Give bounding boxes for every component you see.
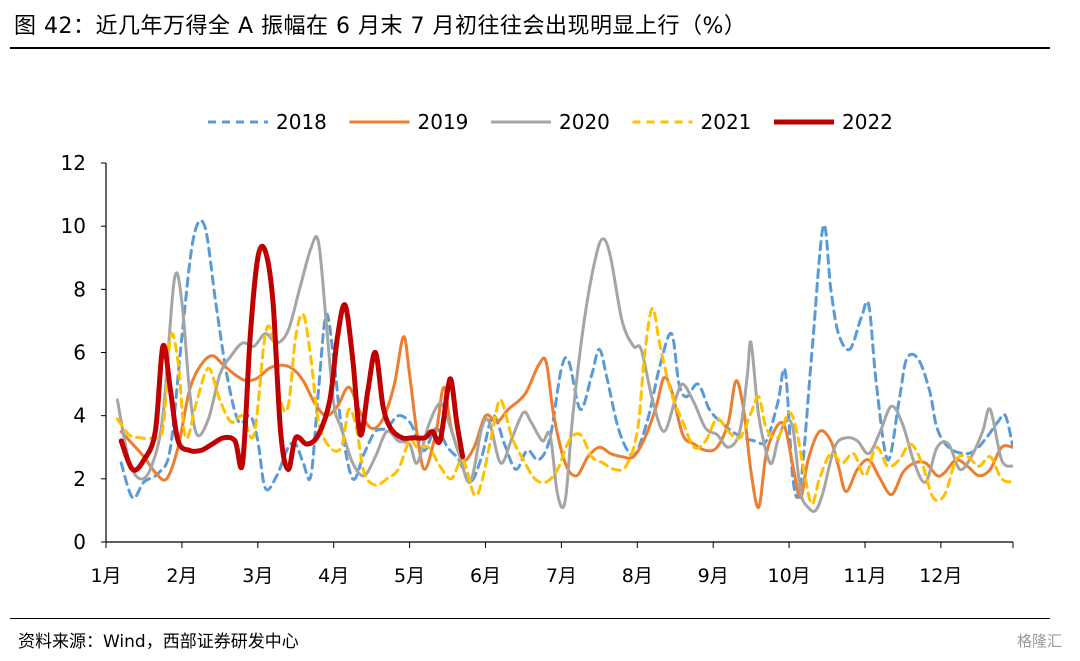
legend-label-2022: 2022 xyxy=(842,110,893,134)
top-rule xyxy=(10,47,1050,49)
series-line-2019 xyxy=(119,335,1013,509)
y-tick-label: 2 xyxy=(73,467,86,491)
watermark: 格隆汇 xyxy=(1016,632,1062,650)
x-tick-label: 8月 xyxy=(622,565,653,587)
y-tick-label: 8 xyxy=(73,277,86,301)
series-line-2022 xyxy=(118,243,466,473)
x-tick-label: 12月 xyxy=(919,565,962,587)
y-tick-label: 0 xyxy=(73,530,86,554)
bottom-rule xyxy=(10,618,1050,619)
x-tick-label: 4月 xyxy=(318,565,349,587)
x-tick-label: 1月 xyxy=(90,565,121,587)
series-line-2018 xyxy=(119,218,1013,500)
y-tick-label: 4 xyxy=(73,404,86,428)
legend-label-2021: 2021 xyxy=(701,110,752,134)
x-tick-label: 10月 xyxy=(768,565,811,587)
x-tick-label: 5月 xyxy=(394,565,425,587)
axes: 0 2 4 6 8 10 12 1月 2月 3月 4月 5月 6月 7月 8月 9月 10月 11月 12月 xyxy=(61,151,1014,587)
y-tick-label: 12 xyxy=(61,151,86,175)
figure-title: 图 42：近几年万得全 A 振幅在 6 月末 7 月初往往会出现明显上行（%） xyxy=(14,14,747,39)
x-tick-label: 11月 xyxy=(843,565,886,587)
x-tick-label: 9月 xyxy=(698,565,729,587)
y-tick-label: 10 xyxy=(61,214,86,238)
y-tick-label: 6 xyxy=(73,341,86,365)
x-tick-label: 6月 xyxy=(470,565,501,587)
x-tick-label: 3月 xyxy=(242,565,273,587)
series-line-2021 xyxy=(115,306,1013,506)
legend: 2018 2019 2020 2021 2022 xyxy=(208,110,893,134)
x-tick-label: 2月 xyxy=(166,565,197,587)
legend-label-2020: 2020 xyxy=(559,110,610,134)
source-note: 资料来源：Wind，西部证券研发中心 xyxy=(18,632,299,652)
legend-label-2018: 2018 xyxy=(276,110,327,134)
legend-label-2019: 2019 xyxy=(418,110,469,134)
series-line-2020 xyxy=(115,235,1013,513)
x-tick-label: 7月 xyxy=(546,565,577,587)
series-lines xyxy=(115,218,1013,513)
